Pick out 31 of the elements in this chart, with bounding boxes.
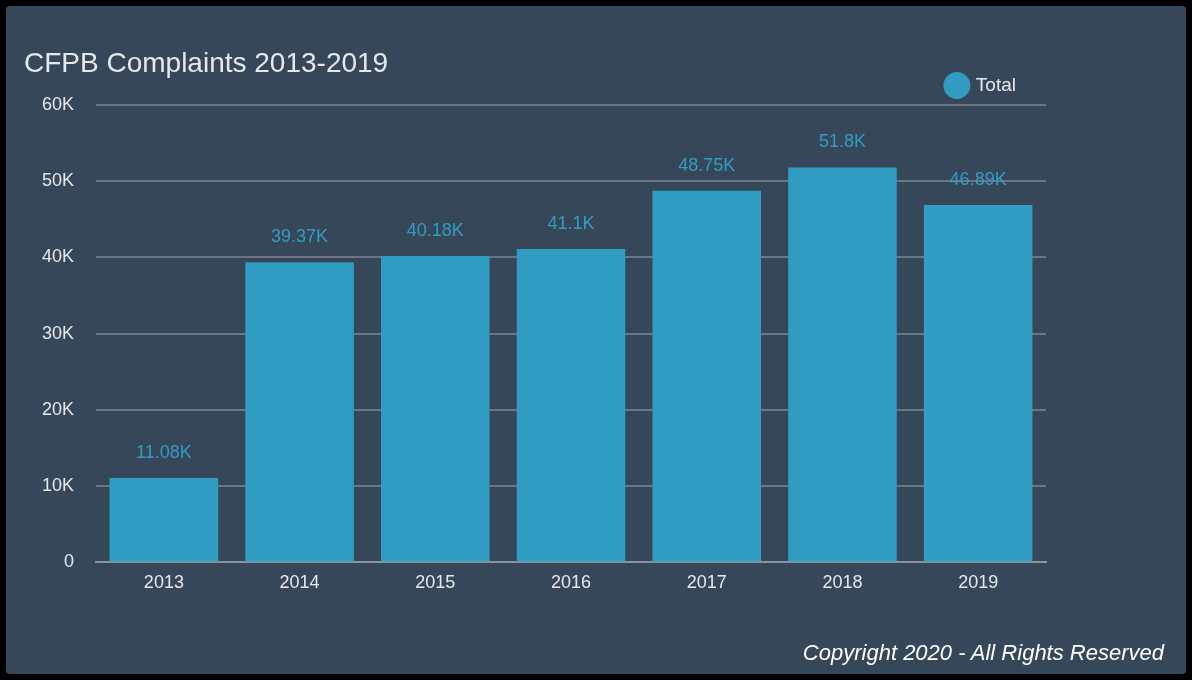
x-tick-label: 2018	[822, 572, 863, 593]
bar	[923, 204, 1033, 562]
data-label: 46.89K	[949, 168, 1007, 189]
data-label: 48.75K	[678, 154, 736, 175]
bar	[652, 190, 762, 562]
y-tick-label: 60K	[42, 93, 75, 114]
x-tick-label: 2019	[958, 572, 999, 593]
x-tick-label: 2015	[415, 572, 456, 593]
x-tick-label: 2013	[143, 572, 184, 593]
y-tick-label: 0	[64, 551, 75, 572]
bar	[516, 249, 626, 562]
data-label: 39.37K	[271, 226, 329, 247]
y-tick-label: 10K	[42, 475, 75, 496]
data-label: 51.8K	[818, 131, 866, 152]
x-tick-label: 2017	[686, 572, 727, 593]
bar	[109, 477, 219, 562]
bar	[245, 262, 354, 562]
bar	[381, 256, 490, 562]
x-tick-label: 2014	[279, 572, 320, 593]
data-label: 40.18K	[406, 220, 464, 241]
text: Copyright 2020 - All Rights Reserved	[802, 640, 1165, 665]
legend-label: Total	[975, 73, 1017, 95]
y-tick-label: 20K	[42, 398, 75, 419]
data-label: 11.08K	[136, 441, 192, 462]
bar	[788, 167, 897, 562]
y-tick-label: 30K	[42, 322, 75, 343]
y-tick-label: 50K	[42, 170, 75, 191]
y-tick-label: 40K	[42, 246, 75, 267]
data-label: 41.1K	[547, 213, 595, 234]
chart-title: CFPB Complaints 2013-2019	[24, 47, 389, 78]
x-tick-label: 2016	[550, 572, 592, 593]
